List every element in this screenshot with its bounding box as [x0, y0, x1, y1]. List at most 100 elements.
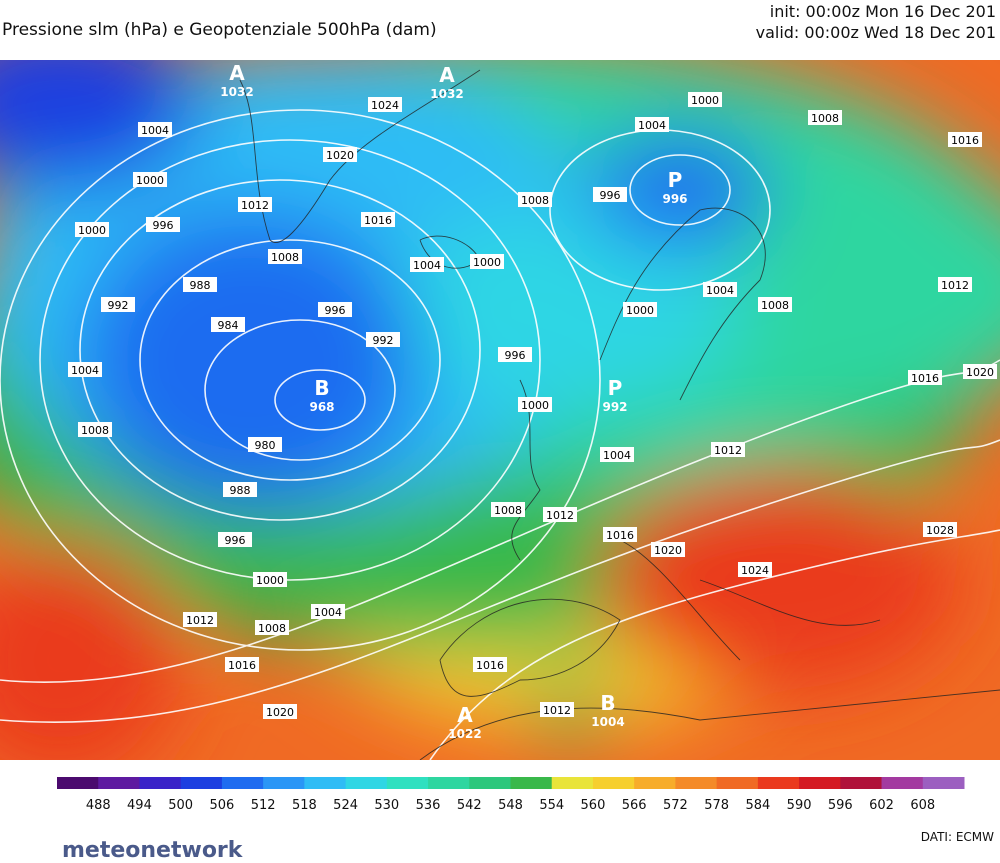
center-letter: A: [439, 63, 455, 87]
isobar-label: 1012: [543, 704, 571, 717]
colorbar-cell: [716, 777, 759, 789]
colorbar-cell: [221, 777, 264, 789]
isobar-label-box: [183, 277, 217, 292]
init-time: init: 00:00z Mon 16 Dec 201: [769, 2, 996, 21]
isobar-label-box: [738, 562, 772, 577]
isobar-label-box: [623, 302, 657, 317]
isobar-label-box: [248, 437, 282, 452]
isobar-label: 1008: [258, 622, 286, 635]
colorbar-label: 500: [168, 798, 193, 813]
colorbar-label: 542: [457, 798, 482, 813]
isobar-label: 1008: [271, 251, 299, 264]
colorbar-cell: [799, 777, 841, 789]
isobar-label-box: [253, 572, 287, 587]
center-letter: A: [457, 703, 473, 727]
isobar-label: 1000: [78, 224, 106, 237]
isobar-label: 1012: [186, 614, 214, 627]
isobar-label-box: [101, 297, 135, 312]
isobar-label-box: [473, 657, 507, 672]
colorbar-cell: [881, 777, 924, 789]
isobar-label-box: [963, 364, 997, 379]
isobar-label: 1016: [476, 659, 504, 672]
isobar-label: 1004: [141, 124, 169, 137]
colorbar-label: 524: [333, 798, 358, 813]
isobar-label: 980: [255, 439, 276, 452]
colorbar-label: 518: [292, 798, 317, 813]
colorbar-cell: [592, 777, 635, 789]
colorbar-label: 548: [498, 798, 523, 813]
isobar-label: 1012: [941, 279, 969, 292]
isobar-label: 996: [600, 189, 621, 202]
isobar-label-box: [223, 482, 257, 497]
isobar-label: 1020: [266, 706, 294, 719]
isobar-label: 1016: [364, 214, 392, 227]
colorbar-label: 584: [745, 798, 770, 813]
isobar-label: 988: [230, 484, 251, 497]
center-value: 1004: [591, 715, 624, 729]
colorbar-label: 572: [663, 798, 688, 813]
isobar-label-box: [603, 527, 637, 542]
isobar-label: 996: [225, 534, 246, 547]
isobar-label-box: [218, 532, 252, 547]
isobar-label-box: [908, 370, 942, 385]
isobar-label-box: [543, 507, 577, 522]
isobar-label: 1016: [606, 529, 634, 542]
center-value: 992: [602, 400, 627, 414]
isobar-label-box: [711, 442, 745, 457]
isobar-label: 1004: [314, 606, 342, 619]
isobar-label: 1008: [81, 424, 109, 437]
center-value: 968: [309, 400, 334, 414]
isobar-label: 1000: [136, 174, 164, 187]
isobar-label-box: [255, 620, 289, 635]
isobar-label-box: [498, 347, 532, 362]
isobar-label-box: [470, 254, 504, 269]
isobar-label-box: [78, 422, 112, 437]
isobar-label: 1004: [603, 449, 631, 462]
isobar-label: 988: [190, 279, 211, 292]
isobar-label: 1000: [691, 94, 719, 107]
colorbar-label: 488: [86, 798, 111, 813]
isobar-label-box: [323, 147, 357, 162]
center-value: 1032: [220, 85, 253, 99]
colorbar-cell: [634, 777, 676, 789]
isobar-label-box: [318, 302, 352, 317]
colorbar-cell: [469, 777, 511, 789]
isobar-label: 996: [505, 349, 526, 362]
isobar-label-box: [540, 702, 574, 717]
colorbar-label: 530: [374, 798, 399, 813]
center-letter: B: [314, 376, 329, 400]
isobar-label-box: [758, 297, 792, 312]
colorbar-label: 536: [416, 798, 441, 813]
isobar-label: 992: [108, 299, 129, 312]
colorbar-label: 512: [251, 798, 276, 813]
isobar-label-box: [703, 282, 737, 297]
isobar-label: 1028: [926, 524, 954, 537]
isobar-label-box: [311, 604, 345, 619]
isobar-label: 1008: [494, 504, 522, 517]
isobar-label: 1020: [326, 149, 354, 162]
colorbar-label: 578: [704, 798, 729, 813]
isobar-label: 1020: [654, 544, 682, 557]
isobar-label-box: [263, 704, 297, 719]
isobar-label-box: [491, 502, 525, 517]
title: Pressione slm (hPa) e Geopotenziale 500h…: [2, 20, 437, 40]
isobar-label-box: [133, 172, 167, 187]
isobar-label: 1020: [966, 366, 994, 379]
colorbar-cell: [57, 777, 99, 789]
isobar-label-box: [808, 110, 842, 125]
isobar-label: 984: [218, 319, 239, 332]
isobar-label-box: [518, 192, 552, 207]
isobar-label-box: [361, 212, 395, 227]
isobar-label-box: [138, 122, 172, 137]
isobar-label-box: [518, 397, 552, 412]
colorbar-cell: [675, 777, 718, 789]
logo: meteonetwork: [62, 838, 243, 863]
isobar-label: 1012: [546, 509, 574, 522]
isobar-label-box: [225, 657, 259, 672]
isobar-label: 1000: [256, 574, 284, 587]
colorbar: 488 494 500 506 512 518 524 530 536 542 548 554 560 5…: [57, 777, 965, 813]
isobar-label: 1004: [71, 364, 99, 377]
colorbar-cell: [98, 777, 140, 789]
isobar-label: 1004: [413, 259, 441, 272]
colorbar-cell: [551, 777, 594, 789]
